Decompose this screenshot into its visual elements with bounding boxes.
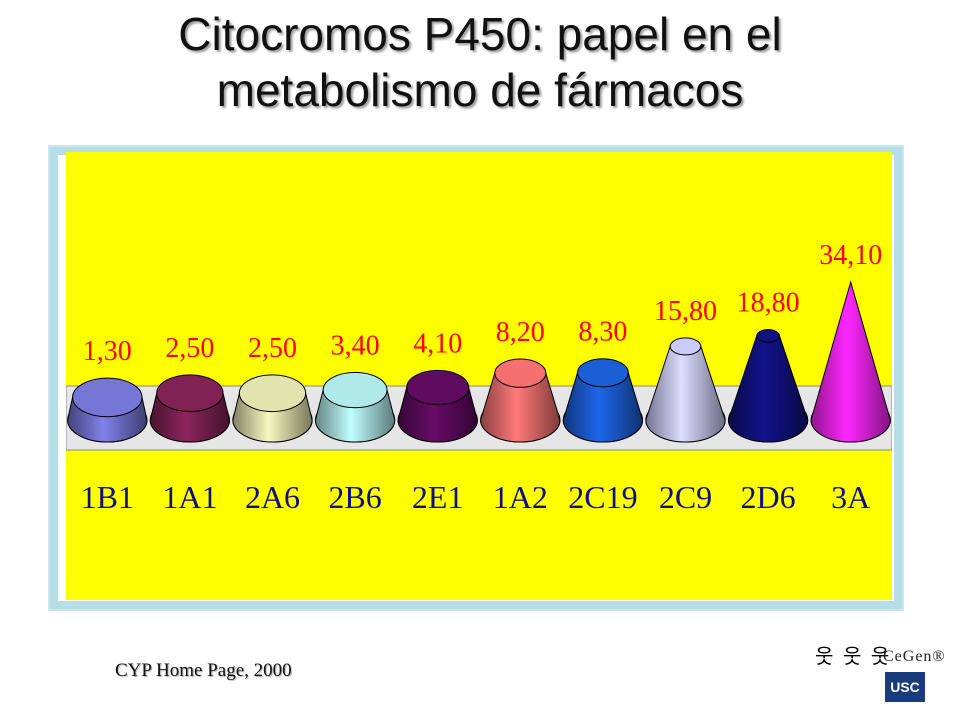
cone-2C19 xyxy=(562,358,644,443)
category-label: 2B6 xyxy=(328,479,381,515)
title-line-2: metabolismo de fármacos xyxy=(216,64,744,116)
value-label: 34,10 xyxy=(819,240,882,271)
category-label: 1A1 xyxy=(162,479,217,515)
value-label: 3,40 xyxy=(331,330,380,361)
category-label: 2C9 xyxy=(659,479,712,515)
category-label: 2E1 xyxy=(412,479,464,515)
category-label: 2C19 xyxy=(568,479,637,515)
value-label: 2,50 xyxy=(248,333,297,364)
cone-3A xyxy=(810,280,891,443)
value-label: 8,20 xyxy=(496,317,545,348)
cone-1A1 xyxy=(149,374,231,443)
cone-2B6 xyxy=(314,371,396,443)
value-label: 15,80 xyxy=(654,296,717,327)
value-label: 8,30 xyxy=(578,317,627,348)
category-label: 1B1 xyxy=(81,479,134,515)
title-line-1: Citocromos P450: papel en el xyxy=(178,8,782,60)
source-citation: CYP Home Page, 2000 xyxy=(115,660,292,681)
usc-badge: USC xyxy=(885,672,925,702)
slide-title: Citocromos P450: papel en el metabolismo… xyxy=(0,6,960,118)
value-label: 18,80 xyxy=(737,288,800,319)
cone-chart: 1,30 1B1 2,50 1A1 2,50 2A6 3,40 2B6 4,10 2E1 8,20 1… xyxy=(66,240,892,515)
cegen-brand: CeGen® xyxy=(883,648,946,665)
category-label: 2D6 xyxy=(741,479,796,515)
people-figures-icon: 웃 웃 웃 xyxy=(815,646,892,668)
category-label: 3A xyxy=(831,479,870,515)
value-label: 2,50 xyxy=(165,333,214,364)
value-label: 1,30 xyxy=(83,336,132,367)
cone-1B1 xyxy=(67,377,148,443)
category-label: 1A2 xyxy=(493,479,548,515)
cegen-logo: 웃 웃 웃 CeGen® USC xyxy=(815,646,945,706)
value-label: 4,10 xyxy=(413,328,462,359)
cone-2C9 xyxy=(645,337,726,443)
cone-2E1 xyxy=(397,369,478,443)
category-label: 2A6 xyxy=(245,479,300,515)
cone-1A2 xyxy=(480,358,561,443)
cone-2A6 xyxy=(232,374,313,443)
cone-2D6 xyxy=(727,329,809,443)
